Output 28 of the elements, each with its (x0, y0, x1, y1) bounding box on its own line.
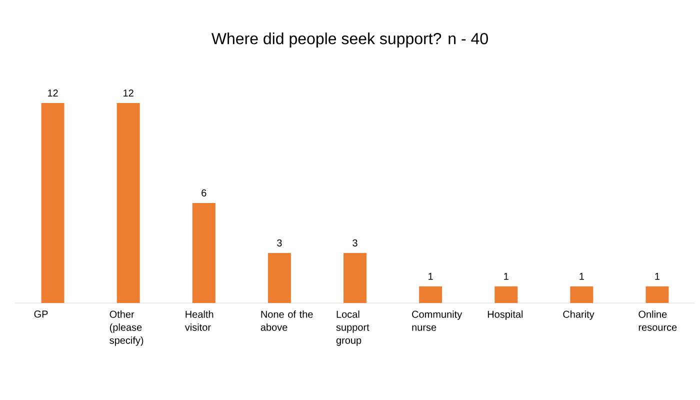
bar (570, 286, 594, 303)
chart-title: Where did people seek support? n - 40 (211, 32, 488, 48)
x-tick-label: GP (34, 310, 48, 318)
bar (419, 286, 442, 303)
x-tick-label: Health visitor (184, 310, 214, 331)
data-label: 1 (504, 272, 508, 280)
bar (494, 286, 518, 303)
bar (268, 253, 291, 303)
data-label: 1 (655, 272, 660, 280)
x-tick-label: Community nurse (412, 310, 462, 331)
data-label: 6 (202, 189, 206, 196)
x-tick-label: None of the above (260, 310, 313, 331)
bar (41, 103, 64, 303)
bar (646, 286, 669, 303)
x-tick-label: Other (please specify) (110, 310, 144, 346)
data-label: 3 (277, 239, 282, 246)
data-label: 12 (48, 89, 58, 96)
bar (116, 103, 140, 303)
data-label: 1 (428, 272, 433, 280)
x-tick-label: Hospital (488, 310, 523, 320)
data-label: 3 (352, 239, 358, 246)
bar (344, 253, 366, 303)
x-tick-label: Charity (563, 310, 594, 320)
data-label: 12 (124, 89, 134, 96)
data-label: 1 (580, 272, 584, 280)
bar (192, 203, 216, 303)
x-tick-label: Local support group (336, 310, 370, 346)
x-tick-label: Online resource (638, 310, 677, 331)
